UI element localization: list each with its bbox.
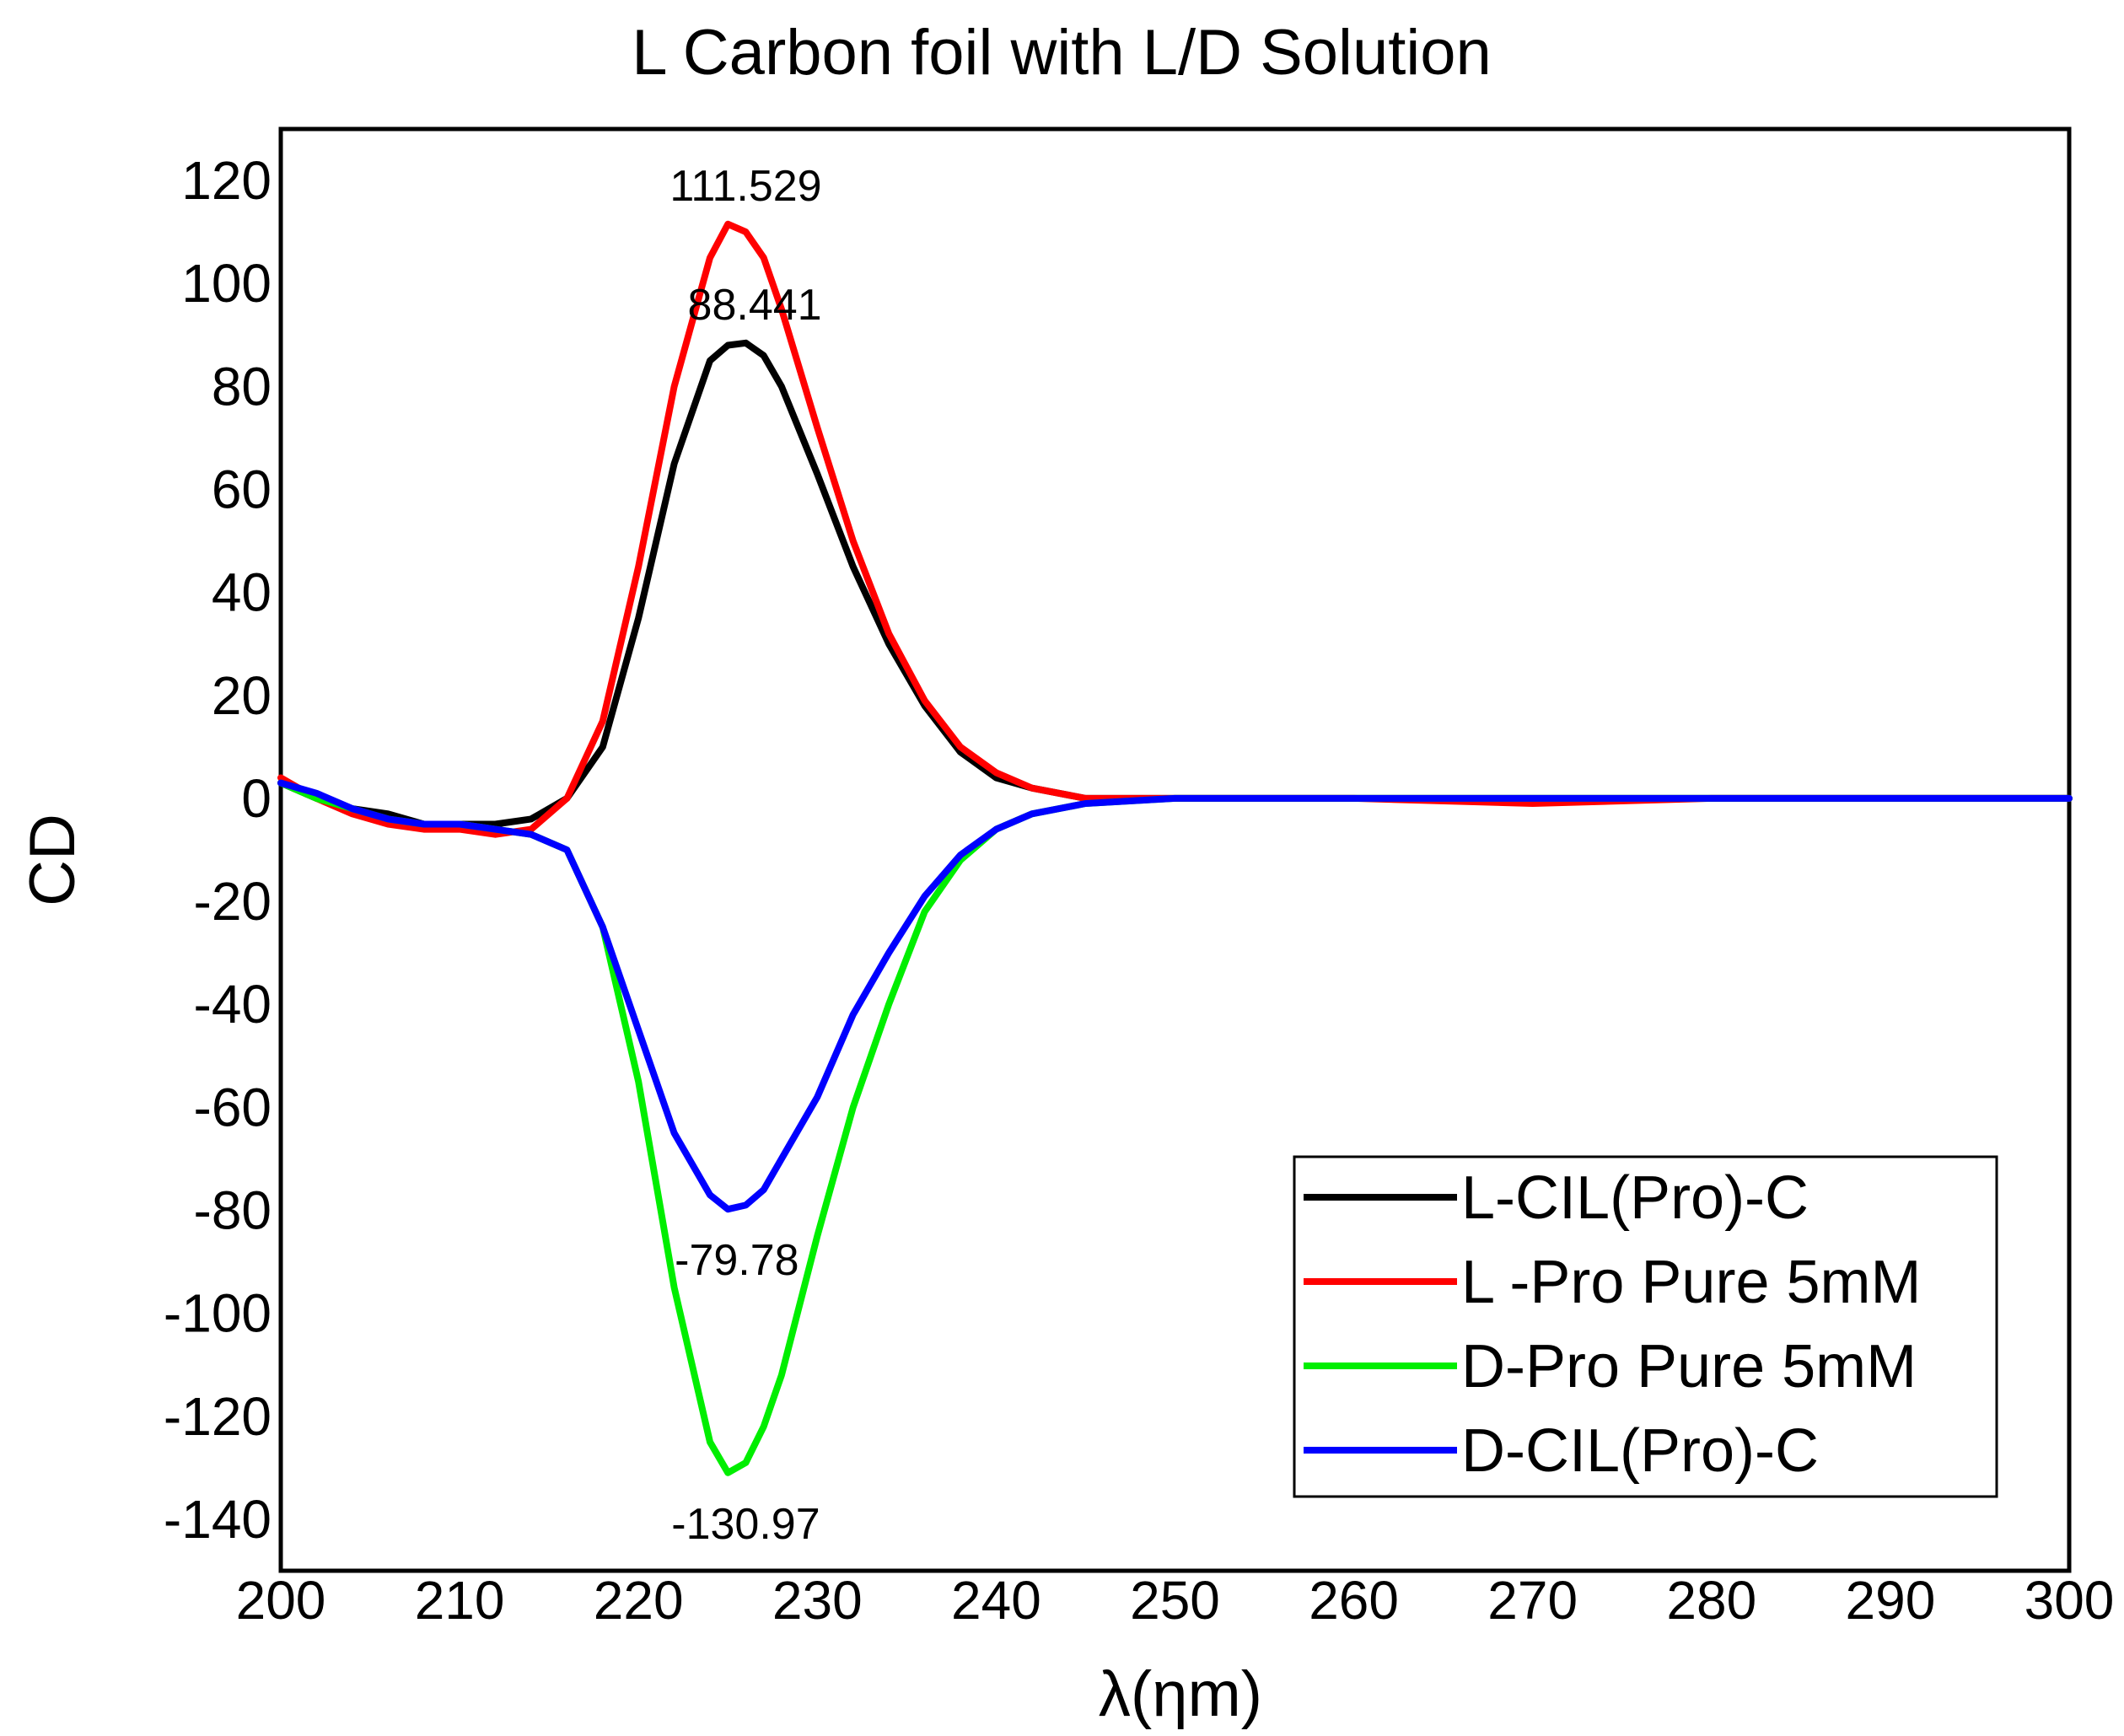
x-tick-label: 290: [1846, 1570, 1936, 1631]
x-axis-label: λ(ηm): [1099, 1658, 1262, 1730]
y-tick-label: -20: [194, 871, 272, 932]
x-tick-label: 200: [236, 1570, 326, 1631]
y-tick-label: -140: [164, 1489, 272, 1550]
legend: L-CIL(Pro)-C L -Pro Pure 5mM D-Pro Pure 5m…: [1293, 1155, 1998, 1498]
y-tick-label: -80: [194, 1180, 272, 1241]
x-tick-label: 270: [1487, 1570, 1578, 1631]
x-tick-label: 220: [594, 1570, 684, 1631]
x-tick-label: 230: [772, 1570, 863, 1631]
y-tick-label: -120: [164, 1386, 272, 1447]
y-axis-label: CD: [17, 814, 89, 906]
legend-label: L -Pro Pure 5mM: [1461, 1249, 1921, 1316]
y-tick-label: 100: [181, 253, 272, 314]
y-axis: 120 100 80 60 40 20 0 -20 -40 -60 -80 -100 -120 -140: [164, 150, 272, 1550]
series-line-3: [277, 779, 2073, 1213]
x-tick-label: 250: [1130, 1570, 1220, 1631]
peak-annotations: 111.529 88.441 -79.78 -130.97: [669, 162, 821, 1549]
peak-annotation: -130.97: [671, 1500, 820, 1549]
legend-label: D-CIL(Pro)-C: [1461, 1417, 1819, 1485]
x-tick-label: 280: [1666, 1570, 1756, 1631]
peak-annotation: 88.441: [688, 281, 822, 330]
x-axis: 200 210 220 230 240 250 260 270 280 290 300: [236, 1570, 2115, 1631]
series-lines: [277, 220, 2073, 1476]
legend-box: [1293, 1155, 1998, 1498]
legend-label: D-Pro Pure 5mM: [1461, 1333, 1917, 1400]
y-tick-label: 40: [212, 562, 272, 623]
x-tick-label: 260: [1309, 1570, 1399, 1631]
x-tick-label: 210: [415, 1570, 505, 1631]
y-tick-label: 0: [241, 768, 272, 829]
y-tick-label: -100: [164, 1283, 272, 1344]
peak-annotation: 111.529: [669, 162, 821, 211]
y-tick-label: 80: [212, 356, 272, 417]
x-tick-label: 300: [2025, 1570, 2115, 1631]
y-tick-label: 60: [212, 460, 272, 520]
y-tick-label: -40: [194, 974, 272, 1035]
y-tick-label: 120: [181, 150, 272, 211]
legend-label: L-CIL(Pro)-C: [1461, 1164, 1809, 1232]
x-tick-label: 240: [951, 1570, 1041, 1631]
y-tick-label: -60: [194, 1077, 272, 1137]
y-tick-label: 20: [212, 665, 272, 726]
peak-annotation: -79.78: [675, 1236, 799, 1285]
chart-title: L Carbon foil with L/D Solution: [632, 17, 1492, 89]
